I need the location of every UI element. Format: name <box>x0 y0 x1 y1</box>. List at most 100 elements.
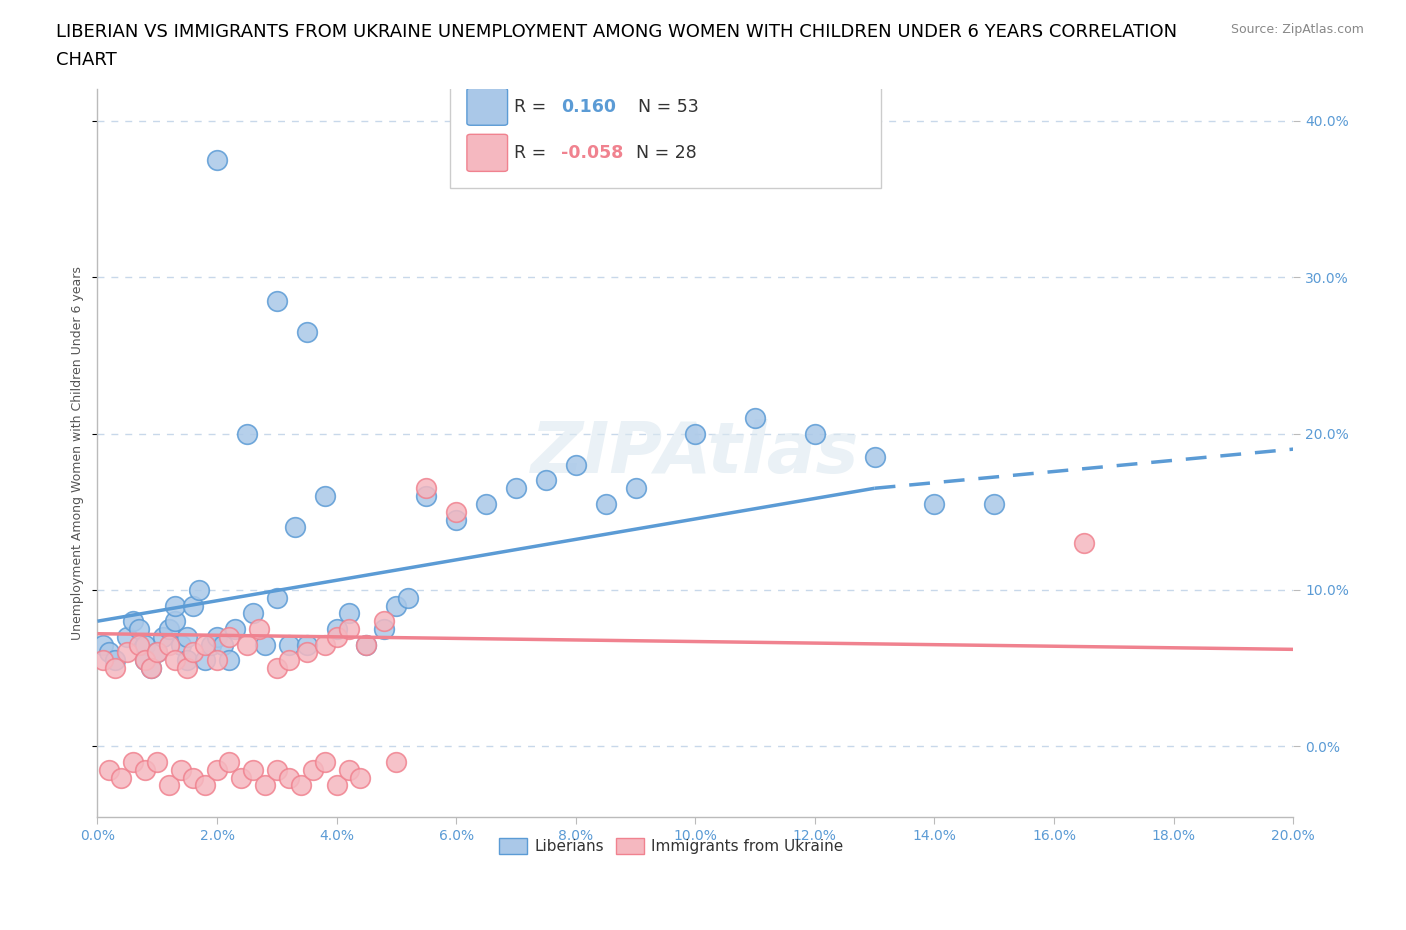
Point <box>290 778 312 793</box>
Point <box>236 426 259 441</box>
Point <box>98 645 121 660</box>
Point <box>415 488 437 503</box>
Point <box>194 637 217 652</box>
Point <box>194 778 217 793</box>
FancyBboxPatch shape <box>467 134 508 171</box>
Point <box>685 426 707 441</box>
Point <box>110 770 132 785</box>
Point <box>176 660 198 675</box>
Point <box>444 504 467 519</box>
Text: CHART: CHART <box>56 51 117 69</box>
Point <box>134 653 156 668</box>
Point <box>373 621 395 636</box>
Point <box>146 645 169 660</box>
Point <box>475 497 498 512</box>
Point <box>253 637 276 652</box>
Point <box>218 754 240 769</box>
Point <box>122 754 145 769</box>
Point <box>236 637 259 652</box>
Point <box>229 770 252 785</box>
Point <box>385 598 408 613</box>
Point <box>624 481 647 496</box>
Point <box>863 449 886 464</box>
Point <box>188 582 211 597</box>
Y-axis label: Unemployment Among Women with Children Under 6 years: Unemployment Among Women with Children U… <box>72 266 84 640</box>
Point <box>301 763 323 777</box>
Point <box>744 410 766 425</box>
Point <box>218 653 240 668</box>
Point <box>349 770 371 785</box>
Point <box>205 630 228 644</box>
Point <box>266 660 288 675</box>
Point <box>218 630 240 644</box>
Point <box>277 770 299 785</box>
Point <box>277 637 299 652</box>
Point <box>415 481 437 496</box>
Point <box>117 630 139 644</box>
Point <box>181 598 204 613</box>
Point <box>152 630 174 644</box>
Point <box>146 754 169 769</box>
Text: R =: R = <box>513 144 551 162</box>
Point <box>117 645 139 660</box>
Text: N = 28: N = 28 <box>636 144 696 162</box>
Point <box>505 481 527 496</box>
Point <box>157 778 180 793</box>
Point <box>205 653 228 668</box>
Point <box>205 153 228 167</box>
Point <box>141 660 163 675</box>
Point <box>337 621 360 636</box>
Point <box>337 606 360 621</box>
Point <box>385 754 408 769</box>
Point <box>165 598 187 613</box>
Point <box>266 763 288 777</box>
Point <box>396 591 419 605</box>
Point <box>181 770 204 785</box>
Point <box>128 637 150 652</box>
Point <box>314 488 336 503</box>
FancyBboxPatch shape <box>450 82 880 188</box>
Point <box>325 630 347 644</box>
Text: N = 53: N = 53 <box>627 98 699 115</box>
Point <box>165 653 187 668</box>
FancyBboxPatch shape <box>467 88 508 126</box>
Point <box>146 645 169 660</box>
Point <box>325 778 347 793</box>
Point <box>314 637 336 652</box>
Point <box>141 660 163 675</box>
Point <box>295 325 318 339</box>
Point <box>444 512 467 527</box>
Point <box>277 653 299 668</box>
Point <box>224 621 246 636</box>
Point <box>200 637 222 652</box>
Point <box>325 621 347 636</box>
Point <box>295 637 318 652</box>
Text: Source: ZipAtlas.com: Source: ZipAtlas.com <box>1230 23 1364 36</box>
Point <box>181 645 204 660</box>
Point <box>804 426 827 441</box>
Point <box>205 763 228 777</box>
Point <box>356 637 378 652</box>
Point <box>983 497 1005 512</box>
Point <box>1073 536 1095 551</box>
Point <box>373 614 395 629</box>
Point <box>128 621 150 636</box>
Point <box>170 763 193 777</box>
Point <box>194 653 217 668</box>
Point <box>247 621 270 636</box>
Point <box>134 637 156 652</box>
Text: LIBERIAN VS IMMIGRANTS FROM UKRAINE UNEMPLOYMENT AMONG WOMEN WITH CHILDREN UNDER: LIBERIAN VS IMMIGRANTS FROM UKRAINE UNEM… <box>56 23 1177 41</box>
Point <box>134 763 156 777</box>
Text: 0.160: 0.160 <box>561 98 616 115</box>
Point <box>314 754 336 769</box>
Point <box>564 458 586 472</box>
Point <box>157 637 180 652</box>
Point <box>266 591 288 605</box>
Point <box>356 637 378 652</box>
Point <box>104 660 127 675</box>
Point <box>134 653 156 668</box>
Point <box>93 637 115 652</box>
Point <box>122 614 145 629</box>
Point <box>253 778 276 793</box>
Text: -0.058: -0.058 <box>561 144 624 162</box>
